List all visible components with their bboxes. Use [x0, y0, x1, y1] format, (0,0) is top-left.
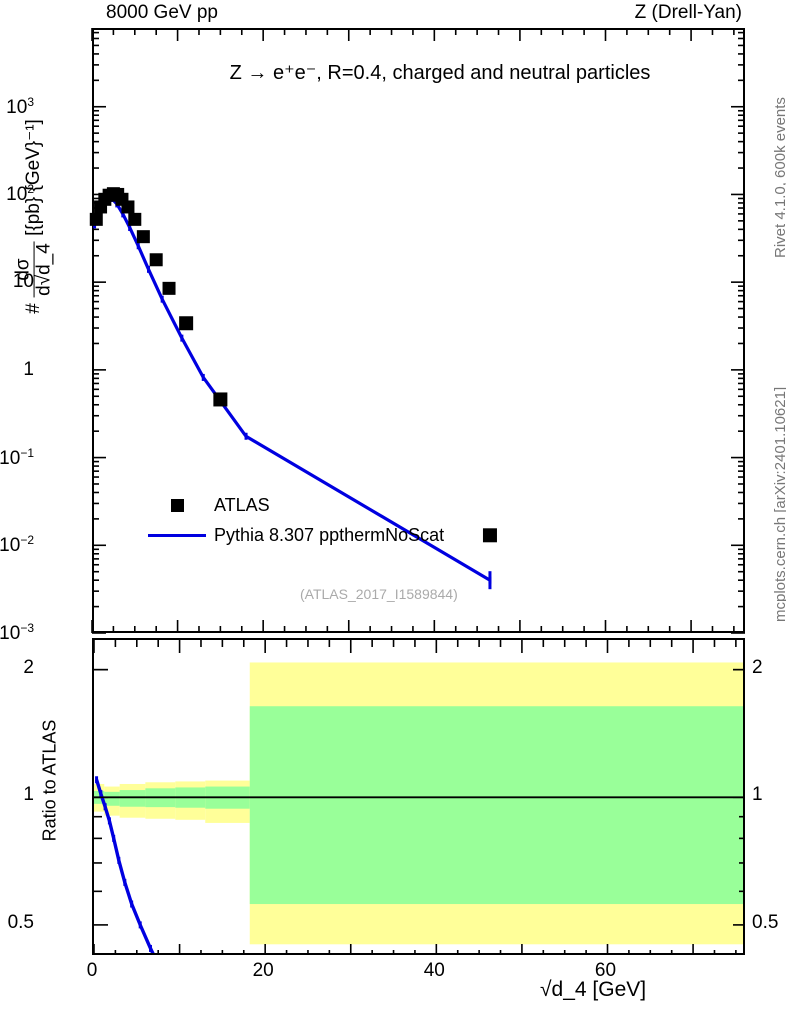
- data-point-marker: [162, 281, 176, 295]
- legend: ATLAS Pythia 8.307 ppthermNoScat: [140, 490, 444, 550]
- ratio-y-tick-label-left: 0.5: [7, 911, 34, 933]
- ratio-plot-canvas: [94, 640, 743, 953]
- legend-entry-mc: Pythia 8.307 ppthermNoScat: [140, 520, 444, 550]
- ratio-y-tick-label-right: 0.5: [752, 911, 779, 933]
- legend-data-marker-square-icon: [140, 498, 214, 512]
- ratio-y-axis-label: Ratio to ATLAS: [39, 719, 60, 842]
- x-tick-label: 0: [86, 960, 98, 981]
- data-point-marker: [482, 528, 497, 543]
- legend-data-label: ATLAS: [214, 494, 270, 515]
- x-tick-label: 60: [594, 960, 617, 981]
- main-y-tick-label: 1: [23, 358, 34, 380]
- x-tick-label: 20: [252, 960, 274, 981]
- main-y-tick-label: 10−2: [0, 533, 34, 557]
- main-y-tick-label: 10−1: [0, 445, 34, 469]
- data-point-marker: [179, 316, 194, 331]
- ratio-y-tick-label-left: 1: [23, 784, 34, 806]
- uncertainty-band-inner: [249, 706, 743, 905]
- main-y-tick-label: 103: [6, 94, 34, 118]
- ratio-y-tick-label-left: 2: [23, 656, 34, 678]
- ratio-y-tick-label-right: 2: [752, 656, 763, 678]
- data-point-marker: [128, 212, 142, 226]
- ratio-y-tick-label-right: 1: [752, 784, 763, 806]
- data-point-marker: [149, 253, 163, 267]
- uncertainty-band-inner: [104, 791, 120, 806]
- main-y-tick-label: 10: [12, 271, 34, 293]
- data-point-marker: [121, 200, 135, 214]
- data-point-marker: [136, 230, 150, 244]
- x-tick-label: 40: [423, 960, 445, 981]
- x-axis-label: √d_4 [GeV]: [540, 978, 647, 1001]
- main-y-tick-label: 102: [6, 182, 34, 206]
- main-plot-panel: [92, 28, 745, 633]
- uncertainty-band-inner: [119, 790, 146, 807]
- header-process-label: Z (Drell-Yan): [634, 2, 742, 23]
- data-point-marker: [89, 212, 103, 226]
- analysis-id-watermark: (ATLAS_2017_I1589844): [300, 586, 458, 602]
- header-collider-label: 8000 GeV pp: [106, 2, 218, 23]
- data-point-marker: [213, 392, 228, 407]
- plot-title: Z → e⁺e⁻, R=0.4, charged and neutral par…: [229, 62, 651, 84]
- legend-mc-label: Pythia 8.307 ppthermNoScat: [214, 524, 445, 545]
- legend-entry-data: ATLAS: [140, 490, 444, 520]
- ratio-plot-panel: [92, 638, 745, 955]
- main-y-tick-label: 10−3: [0, 620, 34, 645]
- legend-mc-line-icon: [140, 533, 214, 537]
